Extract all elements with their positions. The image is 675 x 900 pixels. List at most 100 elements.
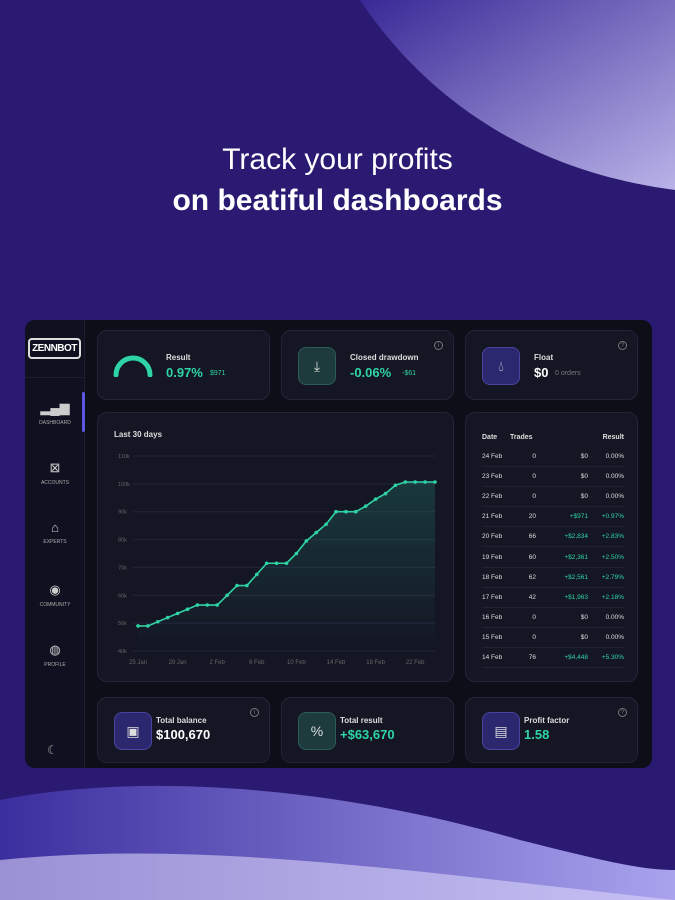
- robot-icon: ⌂: [51, 520, 59, 535]
- data-point: [284, 561, 289, 566]
- row-percent: 0.00%: [605, 613, 624, 621]
- moon-icon[interactable]: ☾: [47, 743, 58, 757]
- row-trades: 66: [528, 533, 536, 541]
- row-percent: 0.00%: [605, 633, 624, 641]
- calculator-icon: ▤: [482, 712, 520, 750]
- data-point: [274, 561, 279, 566]
- line-chart: 40k 50k 60k 70k 80k 90k 100k 110k 25 Jan 29 Jan 2 …: [118, 454, 437, 666]
- info-icon[interactable]: ?: [618, 708, 627, 717]
- row-percent: 0.00%: [605, 493, 624, 501]
- data-point: [363, 504, 368, 508]
- float-card: 💧︎ ? Float $0 0 orders: [465, 330, 638, 400]
- data-point: [205, 603, 210, 607]
- percent-icon: %: [298, 712, 336, 750]
- data-point: [185, 607, 190, 612]
- info-icon[interactable]: i: [434, 341, 443, 350]
- row-amount: $0: [580, 613, 588, 621]
- wallet-icon: ▣: [114, 712, 152, 750]
- y-tick-label: 60k: [118, 593, 127, 599]
- row-amount: +$2,561: [564, 573, 588, 581]
- accounts-icon: ⊠: [49, 460, 61, 475]
- y-tick-label: 40k: [118, 649, 127, 655]
- row-date: 19 Feb: [482, 553, 503, 561]
- data-point: [156, 619, 160, 624]
- row-date: 17 Feb: [482, 593, 503, 601]
- sidebar-item-dashboard[interactable]: ▂▄▆ Dashboard: [25, 400, 85, 426]
- row-trades: 42: [528, 593, 536, 601]
- y-tick-label: 80k: [118, 538, 127, 544]
- row-amount: +$1,963: [564, 593, 588, 601]
- data-point: [146, 624, 150, 628]
- data-point: [334, 509, 338, 514]
- table-row: 24 Feb 0 $0 0.00%: [482, 447, 624, 467]
- table-row: 18 Feb 62 +$2,561 +2.79%: [482, 568, 624, 588]
- table-row: 20 Feb 66 +$2,834 +2.83%: [482, 527, 624, 548]
- sidebar-item-experts[interactable]: ⌂ Experts: [25, 520, 85, 545]
- table-row: 19 Feb 60 +$2,361 +2.50%: [482, 548, 624, 568]
- row-trades: 0: [532, 493, 536, 501]
- table-row: 21 Feb 20 +$971 +0.97%: [482, 507, 624, 528]
- row-date: 18 Feb: [482, 573, 503, 581]
- daily-results-table: Date Trades Result 24 Feb 0 $0 0.00% 23 Feb 0 $0 0…: [465, 412, 638, 682]
- data-point: [245, 583, 249, 588]
- data-point: [235, 583, 239, 588]
- data-point: [373, 497, 378, 501]
- header-date: Date: [482, 434, 498, 441]
- data-point: [354, 509, 358, 514]
- row-trades: 76: [528, 654, 536, 661]
- data-point: [383, 491, 388, 496]
- gauge-icon: [113, 355, 153, 377]
- y-tick-label: 90k: [118, 510, 127, 516]
- row-amount: +$4,448: [564, 654, 588, 661]
- sidebar: ZENNBOT ▂▄▆ Dashboard ⊠ Accounts ⌂ Experts …: [25, 320, 85, 768]
- row-trades: 0: [532, 633, 536, 641]
- data-point: [314, 530, 318, 535]
- data-point: [413, 480, 418, 484]
- closed-drawdown-card: ⤓ i Closed drawdown -0.06% -$61: [281, 330, 454, 400]
- data-point: [403, 480, 408, 484]
- row-date: 14 Feb: [482, 654, 503, 661]
- result-card: Result 0.97% $971: [97, 330, 270, 400]
- row-trades: 60: [528, 553, 536, 561]
- info-icon[interactable]: i: [250, 708, 259, 717]
- row-amount: $0: [580, 493, 588, 501]
- row-percent: +2.18%: [601, 593, 624, 601]
- sidebar-item-accounts[interactable]: ⊠ Accounts: [25, 460, 85, 486]
- data-point: [393, 483, 398, 488]
- row-percent: 0.00%: [605, 473, 624, 481]
- data-point: [195, 603, 200, 607]
- row-amount: $0: [580, 453, 588, 460]
- row-amount: $0: [580, 633, 588, 641]
- row-amount: +$2,834: [564, 533, 588, 541]
- logo[interactable]: ZENNBOT: [25, 320, 84, 378]
- data-point: [324, 522, 328, 527]
- data-point: [165, 615, 170, 620]
- x-tick-label: 2 Feb: [210, 660, 226, 666]
- area-fill: [138, 481, 435, 651]
- x-tick-label: 29 Jan: [169, 660, 187, 666]
- discord-icon: ◉: [49, 582, 61, 597]
- row-percent: +5.30%: [601, 654, 624, 661]
- row-percent: +2.83%: [601, 533, 624, 541]
- row-trades: 62: [528, 573, 536, 581]
- sidebar-item-community[interactable]: ◉ Community: [25, 582, 85, 608]
- y-tick-label: 50k: [118, 621, 127, 627]
- data-point: [225, 593, 229, 598]
- data-point: [175, 611, 180, 616]
- table-header: Date Trades Result: [482, 428, 624, 448]
- drop-icon: 💧︎: [482, 347, 520, 385]
- row-date: 23 Feb: [482, 473, 503, 481]
- x-tick-label: 18 Feb: [366, 660, 385, 666]
- x-tick-label: 10 Feb: [287, 660, 306, 666]
- row-trades: 0: [532, 473, 536, 481]
- row-amount: +$971: [569, 513, 588, 521]
- total-balance-card: ▣ i Total balance $100,670: [97, 697, 270, 763]
- y-tick-label: 70k: [118, 565, 127, 571]
- info-icon[interactable]: ?: [618, 341, 627, 350]
- active-indicator: [82, 392, 85, 432]
- header-trades: Trades: [510, 434, 533, 441]
- row-date: 16 Feb: [482, 613, 503, 621]
- sidebar-item-profile[interactable]: ◍ Profile: [25, 642, 85, 668]
- data-point: [304, 539, 309, 543]
